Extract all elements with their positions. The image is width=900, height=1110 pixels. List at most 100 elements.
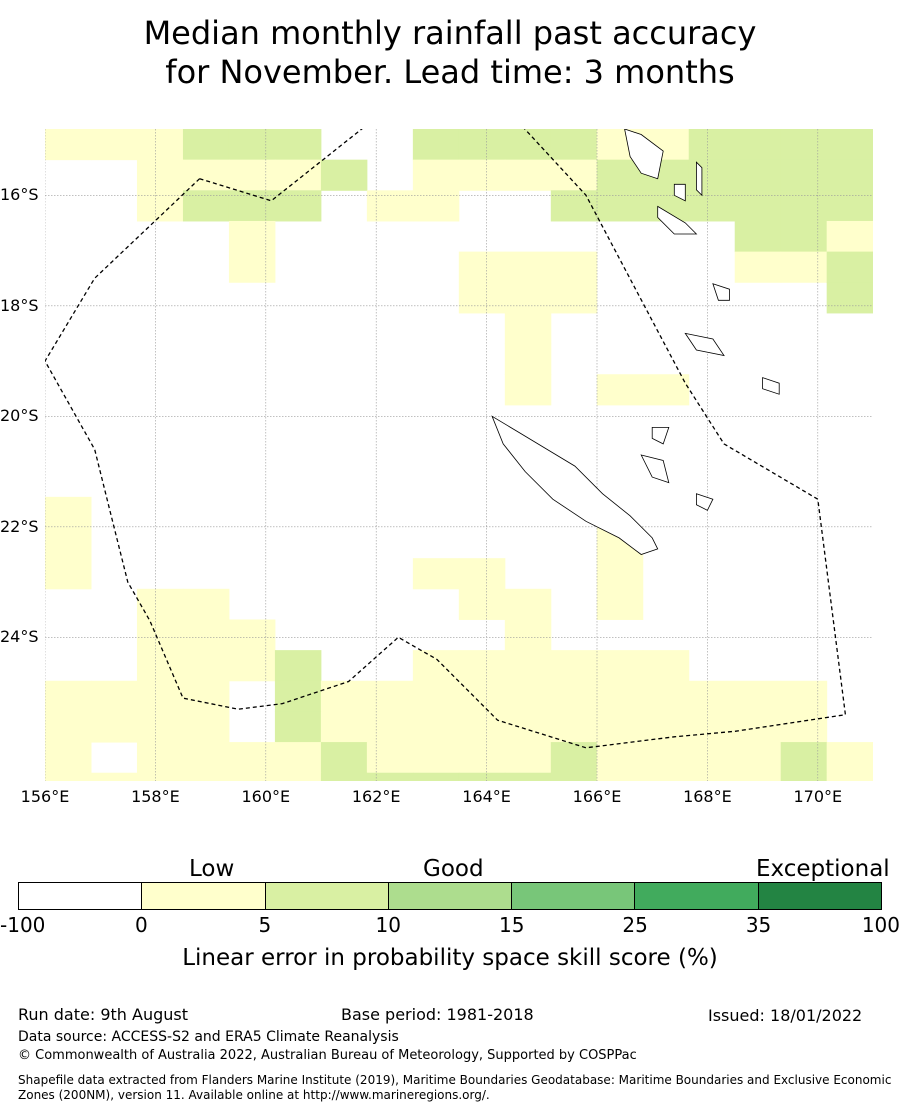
lon-label: 158°E <box>131 787 180 806</box>
skill-cell <box>826 190 873 222</box>
skill-cell <box>826 282 873 314</box>
title-line-1: Median monthly rainfall past accuracy <box>143 14 757 52</box>
skill-cell <box>412 680 460 712</box>
skill-cell <box>228 251 276 283</box>
skill-cell <box>642 650 690 682</box>
skill-cell <box>504 650 552 682</box>
map-title: Median monthly rainfall past accuracy fo… <box>0 14 900 92</box>
skill-cell <box>596 190 644 222</box>
skill-cell <box>734 711 782 743</box>
colorbar-segment <box>265 883 389 909</box>
skill-cell <box>734 742 782 774</box>
skill-cell <box>550 650 598 682</box>
skill-cell <box>90 711 138 743</box>
skill-cell <box>366 772 414 781</box>
skill-cell <box>136 190 184 222</box>
coastlines <box>491 129 780 555</box>
skill-cell <box>458 129 506 161</box>
skill-cell <box>642 680 690 712</box>
skill-cell <box>136 742 184 774</box>
skill-cell <box>596 588 644 620</box>
skill-cell <box>412 772 460 781</box>
data-source: Data source: ACCESS-S2 and ERA5 Climate … <box>18 1029 399 1045</box>
skill-cell <box>826 251 873 283</box>
skill-cell <box>366 711 414 743</box>
graticule <box>45 129 873 781</box>
skill-cell <box>136 650 184 682</box>
skill-map-canvas <box>45 129 873 781</box>
skill-cell <box>412 711 460 743</box>
skill-cell <box>550 129 598 161</box>
island-outline <box>657 205 698 235</box>
skill-cell <box>734 772 782 781</box>
skill-cell <box>826 159 873 191</box>
skill-cell <box>780 711 828 743</box>
colorbar-tick-label: 35 <box>745 913 772 937</box>
skill-cell <box>136 680 184 712</box>
run-date: Run date: 9th August <box>18 1005 188 1024</box>
skill-cell <box>320 742 368 774</box>
skill-cell <box>458 251 506 283</box>
skill-cell <box>826 129 873 161</box>
skill-cell <box>504 251 552 283</box>
island-outline <box>491 415 659 555</box>
skill-cell <box>412 558 460 590</box>
skill-cell <box>458 558 506 590</box>
skill-cell <box>182 742 230 774</box>
eez-boundary-line <box>45 129 847 749</box>
skill-cell <box>412 190 460 222</box>
island-outline <box>696 493 714 511</box>
lon-label: 170°E <box>793 787 843 806</box>
skill-cell <box>274 742 322 774</box>
skill-cell <box>688 190 736 222</box>
colorbar-tick-label: 15 <box>498 913 525 937</box>
skill-cell <box>688 772 736 781</box>
colorbar-tick-label: 100 <box>861 913 900 937</box>
shapefile-credit-2: Zones (200NM), version 11. Available onl… <box>18 1088 490 1102</box>
title-line-2: for November. Lead time: 3 months <box>165 53 735 91</box>
skill-cell <box>550 772 598 781</box>
skill-cell <box>780 680 828 712</box>
category-good: Good <box>423 856 484 882</box>
skill-cell <box>780 129 828 161</box>
skill-cell <box>320 680 368 712</box>
skill-cell <box>504 374 552 406</box>
lon-label: 162°E <box>351 787 401 806</box>
skill-cell <box>596 772 644 781</box>
skill-cell <box>45 742 92 774</box>
island-outline <box>624 129 664 180</box>
skill-cell <box>826 742 873 774</box>
skill-cell <box>504 619 552 651</box>
skill-cell <box>228 190 276 222</box>
colorbar-tick-label: 25 <box>622 913 648 937</box>
skill-cell <box>458 772 506 781</box>
skill-cell <box>780 190 828 222</box>
island-outline <box>712 283 730 301</box>
skill-cell <box>688 711 736 743</box>
skill-cells <box>45 129 873 781</box>
skill-cell <box>458 711 506 743</box>
skill-cell <box>550 190 598 222</box>
skill-cell <box>320 711 368 743</box>
skill-cell <box>320 159 368 191</box>
skill-cell <box>688 159 736 191</box>
skill-cell <box>734 251 782 283</box>
skill-cell <box>734 680 782 712</box>
skill-map <box>45 129 873 781</box>
lon-label: 156°E <box>20 787 70 806</box>
skill-cell <box>182 129 230 161</box>
skill-cell <box>412 129 460 161</box>
skill-cell <box>550 711 598 743</box>
skill-cell <box>596 742 644 774</box>
eez-boundary <box>45 129 847 749</box>
skill-cell <box>550 251 598 283</box>
skill-cell <box>366 190 414 222</box>
skill-cell <box>320 772 368 781</box>
skill-cell <box>504 282 552 314</box>
colorbar-tick-label: 5 <box>258 913 272 937</box>
skill-cell <box>458 588 506 620</box>
skill-cell <box>136 772 184 781</box>
island-outline <box>684 332 725 357</box>
skill-cell <box>504 588 552 620</box>
skill-cell <box>228 650 276 682</box>
